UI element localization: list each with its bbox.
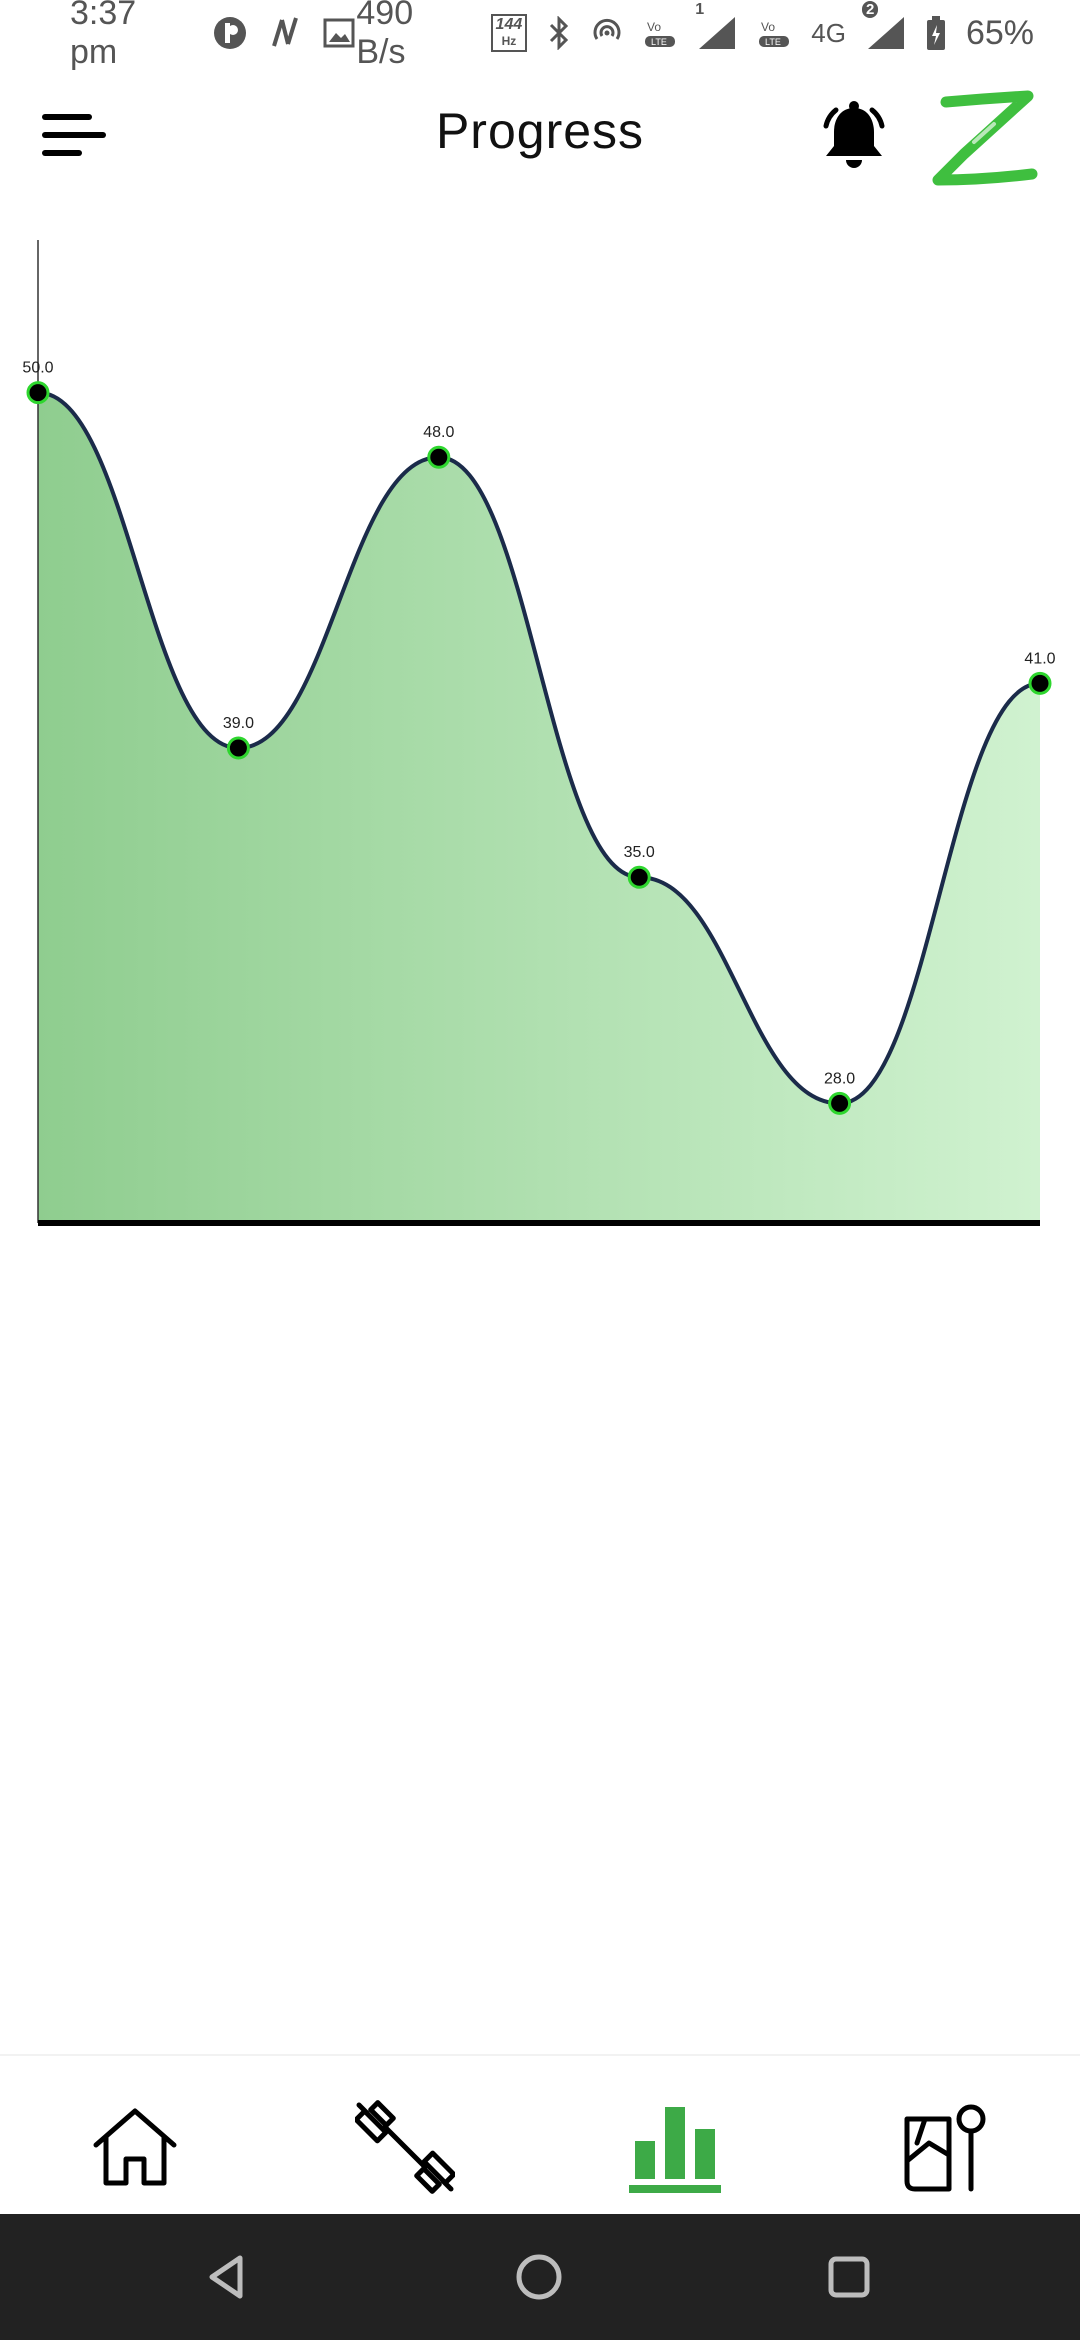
network-type: 4G xyxy=(811,17,846,48)
dumbbell-icon xyxy=(355,2100,455,2194)
nav-workout-button[interactable] xyxy=(350,2092,460,2202)
svg-text:Vo: Vo xyxy=(647,20,661,34)
data-point-1[interactable] xyxy=(26,381,50,405)
data-point-2[interactable] xyxy=(226,736,250,760)
status-bar: 3:37 pm 490 B/s 144 Hz V xyxy=(0,0,1080,71)
status-time: 3:37 pm xyxy=(70,0,137,71)
bottom-navigation xyxy=(0,2054,1080,2214)
gallery-notification-icon xyxy=(322,16,356,50)
volte-sim2-icon: Vo LTE xyxy=(757,16,791,50)
svg-text:LTE: LTE xyxy=(651,37,667,47)
status-right: 490 B/s 144 Hz Vo LTE 1 Vo LTE 4G xyxy=(356,0,1034,72)
app-notification-icon xyxy=(212,15,248,51)
data-label-5: 28.0 xyxy=(824,1070,855,1087)
n-notification-icon xyxy=(268,16,302,50)
hamburger-menu-icon[interactable] xyxy=(38,108,110,168)
data-label-2: 39.0 xyxy=(223,715,254,732)
food-tracker-icon xyxy=(904,2104,986,2192)
system-navigation-bar xyxy=(0,2214,1080,2340)
svg-text:Vo: Vo xyxy=(761,20,775,34)
home-system-button[interactable] xyxy=(504,2244,574,2310)
recents-icon xyxy=(828,2256,870,2298)
bar-chart-icon xyxy=(629,2107,721,2193)
brand-logo[interactable] xyxy=(924,82,1044,192)
data-point-3[interactable] xyxy=(427,445,451,469)
sim2-label: 2 xyxy=(861,1,879,18)
chart-area-fill xyxy=(38,392,1040,1224)
hotspot-icon xyxy=(591,17,623,49)
refresh-rate-unit: Hz xyxy=(501,34,517,48)
back-icon xyxy=(209,2255,243,2299)
progress-chart: 50.0 39.0 48.0 35.0 28.0 41.0 xyxy=(0,240,1080,1240)
recents-button[interactable] xyxy=(814,2244,884,2310)
data-label-1: 50.0 xyxy=(22,360,53,377)
nav-home-button[interactable] xyxy=(80,2092,190,2202)
volte-sim1-icon: Vo LTE xyxy=(643,16,677,50)
status-left: 3:37 pm xyxy=(70,0,356,72)
bluetooth-icon xyxy=(547,16,571,50)
sim1-label: 1 xyxy=(695,1,705,18)
nav-nutrition-button[interactable] xyxy=(890,2092,1000,2202)
chart-svg: 50.0 39.0 48.0 35.0 28.0 41.0 xyxy=(22,240,1056,1226)
bell-icon[interactable] xyxy=(818,100,890,176)
network-speed: 490 B/s xyxy=(356,0,414,71)
signal-sim2-icon: 2 xyxy=(861,1,906,51)
series-line xyxy=(37,390,1041,1106)
svg-text:LTE: LTE xyxy=(765,37,781,47)
data-label-4: 35.0 xyxy=(624,844,655,861)
data-label-3: 48.0 xyxy=(423,424,454,441)
refresh-rate-value: 144 xyxy=(495,16,523,33)
data-point-4[interactable] xyxy=(627,865,651,889)
signal-sim1-icon: 1 xyxy=(695,1,737,51)
data-point-6[interactable] xyxy=(1028,671,1052,695)
app-header: Progress xyxy=(0,70,1080,200)
battery-percent: 65% xyxy=(965,13,1034,52)
nav-progress-button[interactable] xyxy=(620,2092,730,2202)
refresh-rate-icon: 144 Hz xyxy=(490,14,528,52)
home-icon xyxy=(93,2108,177,2186)
data-label-6: 41.0 xyxy=(1024,650,1055,667)
data-point-5[interactable] xyxy=(828,1091,852,1115)
back-button[interactable] xyxy=(192,2244,262,2310)
page-title: Progress xyxy=(435,103,645,159)
battery-charging-icon xyxy=(926,15,946,51)
home-circle-icon xyxy=(516,2254,562,2300)
